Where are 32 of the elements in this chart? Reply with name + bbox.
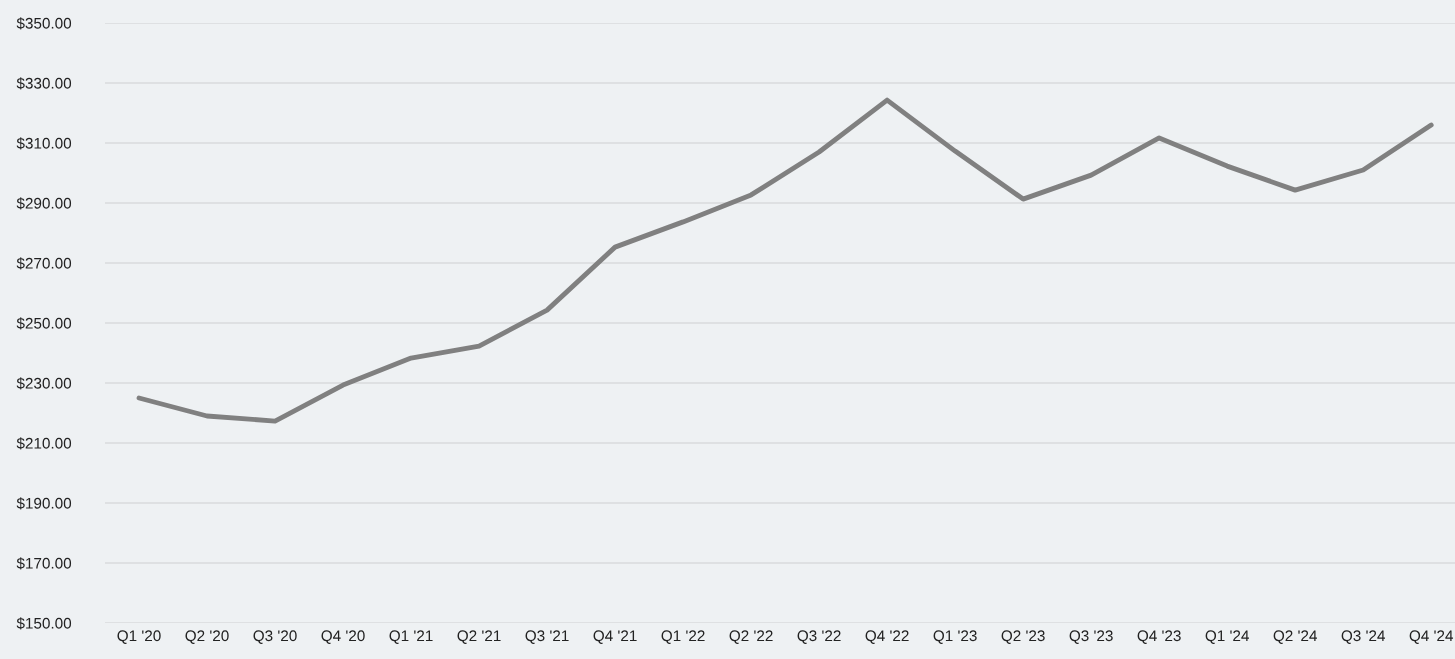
y-tick-label: $210.00 — [16, 437, 72, 450]
y-tick-label: $190.00 — [16, 497, 72, 510]
y-tick-label: $290.00 — [16, 197, 72, 210]
x-tick-label: Q4 '20 — [321, 630, 365, 644]
x-tick-label: Q2 '20 — [185, 630, 229, 644]
x-tick-label: Q1 '24 — [1205, 630, 1249, 644]
y-tick-label: $330.00 — [16, 77, 72, 90]
x-tick-label: Q2 '21 — [457, 630, 501, 644]
x-tick-label: Q1 '23 — [933, 630, 977, 644]
x-tick-label: Q4 '23 — [1137, 630, 1181, 644]
y-tick-label: $350.00 — [16, 17, 72, 30]
x-tick-label: Q4 '21 — [593, 630, 637, 644]
line-series — [136, 97, 1434, 424]
y-tick-label: $170.00 — [16, 557, 72, 570]
x-tick-label: Q1 '21 — [389, 630, 433, 644]
x-tick-label: Q4 '22 — [865, 630, 909, 644]
y-tick-label: $230.00 — [16, 377, 72, 390]
x-tick-label: Q1 '22 — [661, 630, 705, 644]
x-tick-label: Q3 '20 — [253, 630, 297, 644]
y-tick-label: $310.00 — [16, 137, 72, 150]
y-tick-label: $150.00 — [16, 617, 72, 630]
x-tick-label: Q4 '24 — [1409, 630, 1454, 644]
y-tick-label: $270.00 — [16, 257, 72, 270]
x-tick-label: Q1 '20 — [117, 630, 161, 644]
x-tick-label: Q3 '22 — [797, 630, 841, 644]
x-tick-label: Q3 '21 — [525, 630, 569, 644]
x-tick-label: Q2 '24 — [1273, 630, 1317, 644]
x-tick-label: Q2 '22 — [729, 630, 773, 644]
x-tick-label: Q3 '24 — [1341, 630, 1386, 644]
x-tick-label: Q2 '23 — [1001, 630, 1045, 644]
x-tick-label: Q3 '23 — [1069, 630, 1113, 644]
y-tick-label: $250.00 — [16, 317, 72, 330]
